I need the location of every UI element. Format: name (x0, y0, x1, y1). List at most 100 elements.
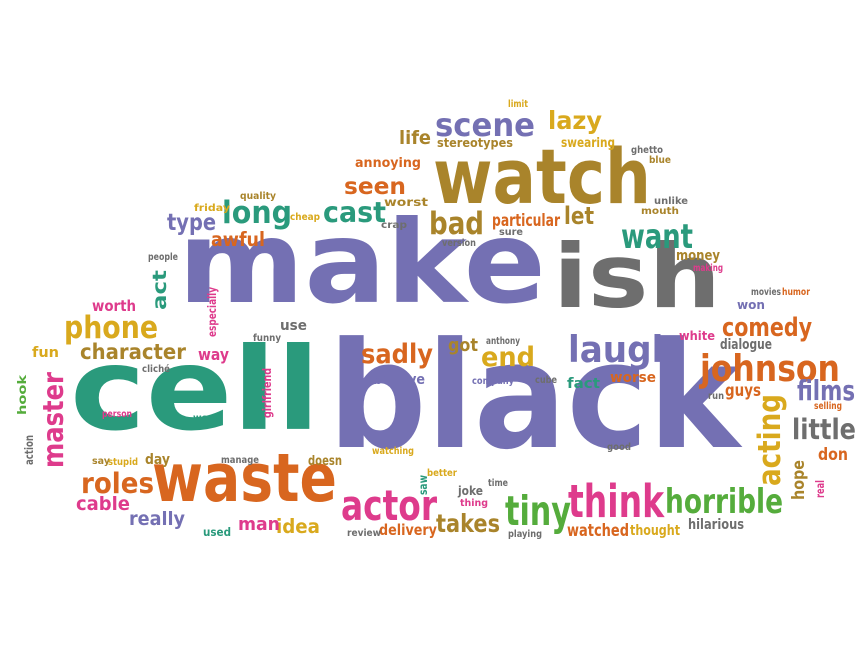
word-act: act (149, 269, 171, 310)
word-selling: selling (814, 401, 842, 413)
word-roles: roles (81, 466, 155, 500)
word-ghetto: ghetto (631, 145, 663, 157)
word-company: company (472, 376, 515, 388)
word-acting: acting (752, 393, 788, 486)
word-blue: blue (649, 155, 672, 167)
word-johnson: johnson (700, 348, 840, 391)
word-run: run (708, 391, 725, 403)
word-unlike: unlike (654, 196, 689, 208)
word-watched: watched (567, 520, 630, 541)
word-worth: worth (92, 296, 137, 315)
word-fun: fun (32, 344, 60, 361)
word-stereotypes: stereotypes (437, 136, 514, 150)
word-people: people (148, 252, 179, 264)
word-want: want (621, 217, 693, 258)
word-playing: playing (508, 529, 543, 541)
word-laugh: laugh (568, 329, 676, 372)
word-awful: awful (211, 227, 266, 252)
word-doesn: doesn (308, 453, 343, 469)
word-lazy: lazy (548, 106, 603, 136)
word-idea: idea (276, 514, 321, 539)
word-white: white (679, 329, 715, 343)
word-stupid: stupid (108, 457, 139, 469)
word-really: really (129, 508, 186, 531)
word-way: way (198, 344, 229, 364)
word-watch: watch (433, 131, 651, 221)
word-worst: worst (384, 195, 429, 210)
word-friday: friday (194, 203, 230, 215)
word-actor: actor (341, 480, 438, 530)
word-girlfriend: girlfriend (260, 367, 274, 418)
word-master: master (37, 372, 70, 468)
word-won: won (737, 298, 766, 312)
word-movies: movies (751, 287, 782, 299)
word-cable: cable (76, 493, 131, 516)
word-character: character (80, 340, 186, 365)
word-sure: sure (499, 227, 523, 239)
word-make: make (178, 195, 546, 329)
word-particular: particular (492, 210, 561, 231)
word-anthony: anthony (486, 336, 520, 348)
word-thing: thing (460, 498, 489, 510)
word-swearing: swearing (561, 135, 616, 151)
word-good: good (607, 442, 631, 454)
word-cube: cube (535, 375, 557, 387)
word-guys: guys (725, 380, 761, 401)
word-bad: bad (429, 206, 485, 243)
word-cell: cell (70, 322, 321, 456)
word-limit: limit (508, 99, 529, 111)
word-day: day (145, 451, 171, 468)
word-takes: takes (436, 509, 501, 539)
word-life: life (399, 127, 431, 150)
word-time: time (488, 478, 509, 490)
word-let: let (564, 202, 595, 231)
word-don: don (818, 444, 849, 465)
word-cast: cast (323, 195, 386, 229)
word-black: black (328, 310, 740, 483)
word-man: man (238, 513, 281, 535)
word-cheap: cheap (290, 212, 321, 224)
word-version: version (442, 238, 476, 250)
word-especially: especially (205, 286, 219, 337)
word-believe: believe (373, 371, 426, 388)
word-action: action (22, 435, 36, 465)
word-real: real (813, 479, 827, 498)
word-long: long (222, 195, 293, 232)
word-waste: waste (152, 438, 337, 517)
word-review: review (347, 528, 382, 540)
word-end: end (481, 341, 535, 373)
word-hope: hope (789, 459, 809, 500)
word-word: word (193, 413, 220, 425)
word-worse: worse (610, 369, 657, 386)
word-comedy: comedy (722, 312, 813, 343)
word-making: making (693, 263, 724, 275)
word-scene: scene (435, 106, 536, 145)
word-hook: hook (15, 374, 29, 415)
word-use: use (280, 317, 307, 334)
word-joke: joke (458, 484, 484, 498)
word-little: little (792, 412, 856, 446)
word-humor: humor (782, 287, 810, 299)
word-tiny: tiny (505, 486, 572, 535)
word-quality: quality (240, 191, 277, 203)
word-delivery: delivery (379, 520, 437, 539)
word-used: used (203, 525, 232, 540)
word-films: films (797, 374, 856, 407)
word-think: think (568, 475, 665, 529)
word-thought: thought (630, 522, 681, 539)
word-mouth: mouth (641, 206, 680, 218)
word-manage: manage (221, 455, 259, 467)
word-ish: ish (553, 224, 722, 328)
word-watching: watching (372, 446, 415, 458)
word-dialogue: dialogue (720, 336, 772, 353)
word-sadly: sadly (361, 338, 433, 370)
word-hilarious: hilarious (688, 516, 745, 533)
word-type: type (167, 210, 217, 237)
word-seen: seen (344, 174, 407, 201)
word-better: better (427, 468, 458, 480)
word-clich-: cliché (142, 364, 171, 376)
word-person: person (102, 409, 133, 421)
word-say: say (92, 456, 111, 468)
word-got: got (448, 334, 479, 356)
